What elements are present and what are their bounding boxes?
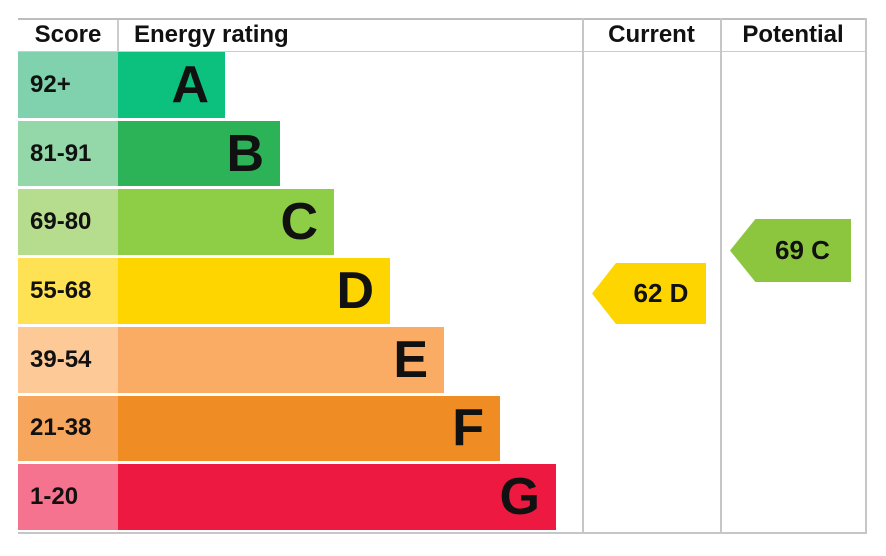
score-range-c: 69-80 <box>18 189 118 256</box>
rating-row-b: 81-91 B <box>18 120 583 190</box>
potential-rating-arrow: 69 C <box>730 219 851 282</box>
table-top-border <box>18 18 867 20</box>
table-right-border <box>865 18 867 534</box>
rating-bar-b: B <box>118 120 280 187</box>
rating-row-d: 55-68 D <box>18 258 583 327</box>
table-bottom-border <box>18 532 867 534</box>
current-column-header: Current <box>608 21 695 48</box>
rating-row-e: 39-54 E <box>18 326 583 396</box>
rating-bar-e: E <box>118 326 444 393</box>
score-column-header: Score <box>34 21 102 48</box>
rating-row-a: 92+ A <box>18 52 583 121</box>
rating-bar-f: F <box>118 395 500 462</box>
rating-bar-d: D <box>118 258 390 324</box>
score-range-d: 55-68 <box>18 258 118 324</box>
header-bottom-border <box>18 51 867 52</box>
rating-bar-g: G <box>118 464 556 531</box>
current-column-separator <box>582 18 584 534</box>
score-column-separator <box>117 20 119 51</box>
rating-bands: 92+ A 81-91 B 69-80 C 55-68 D 39-54 E 21… <box>18 52 583 533</box>
rating-bar-c: C <box>118 189 334 256</box>
rating-bar-a: A <box>118 52 225 118</box>
potential-column-header: Potential <box>742 21 844 48</box>
rating-row-f: 21-38 F <box>18 395 583 465</box>
energy-rating-column-header: Energy rating <box>134 21 289 48</box>
potential-column-separator <box>720 18 722 534</box>
score-range-b: 81-91 <box>18 120 118 187</box>
rating-row-c: 69-80 C <box>18 189 583 258</box>
rating-row-g: 1-20 G <box>18 464 583 533</box>
score-range-g: 1-20 <box>18 464 118 531</box>
score-range-a: 92+ <box>18 52 118 118</box>
current-rating-arrow: 62 D <box>592 263 706 324</box>
score-range-f: 21-38 <box>18 395 118 462</box>
score-range-e: 39-54 <box>18 326 118 393</box>
